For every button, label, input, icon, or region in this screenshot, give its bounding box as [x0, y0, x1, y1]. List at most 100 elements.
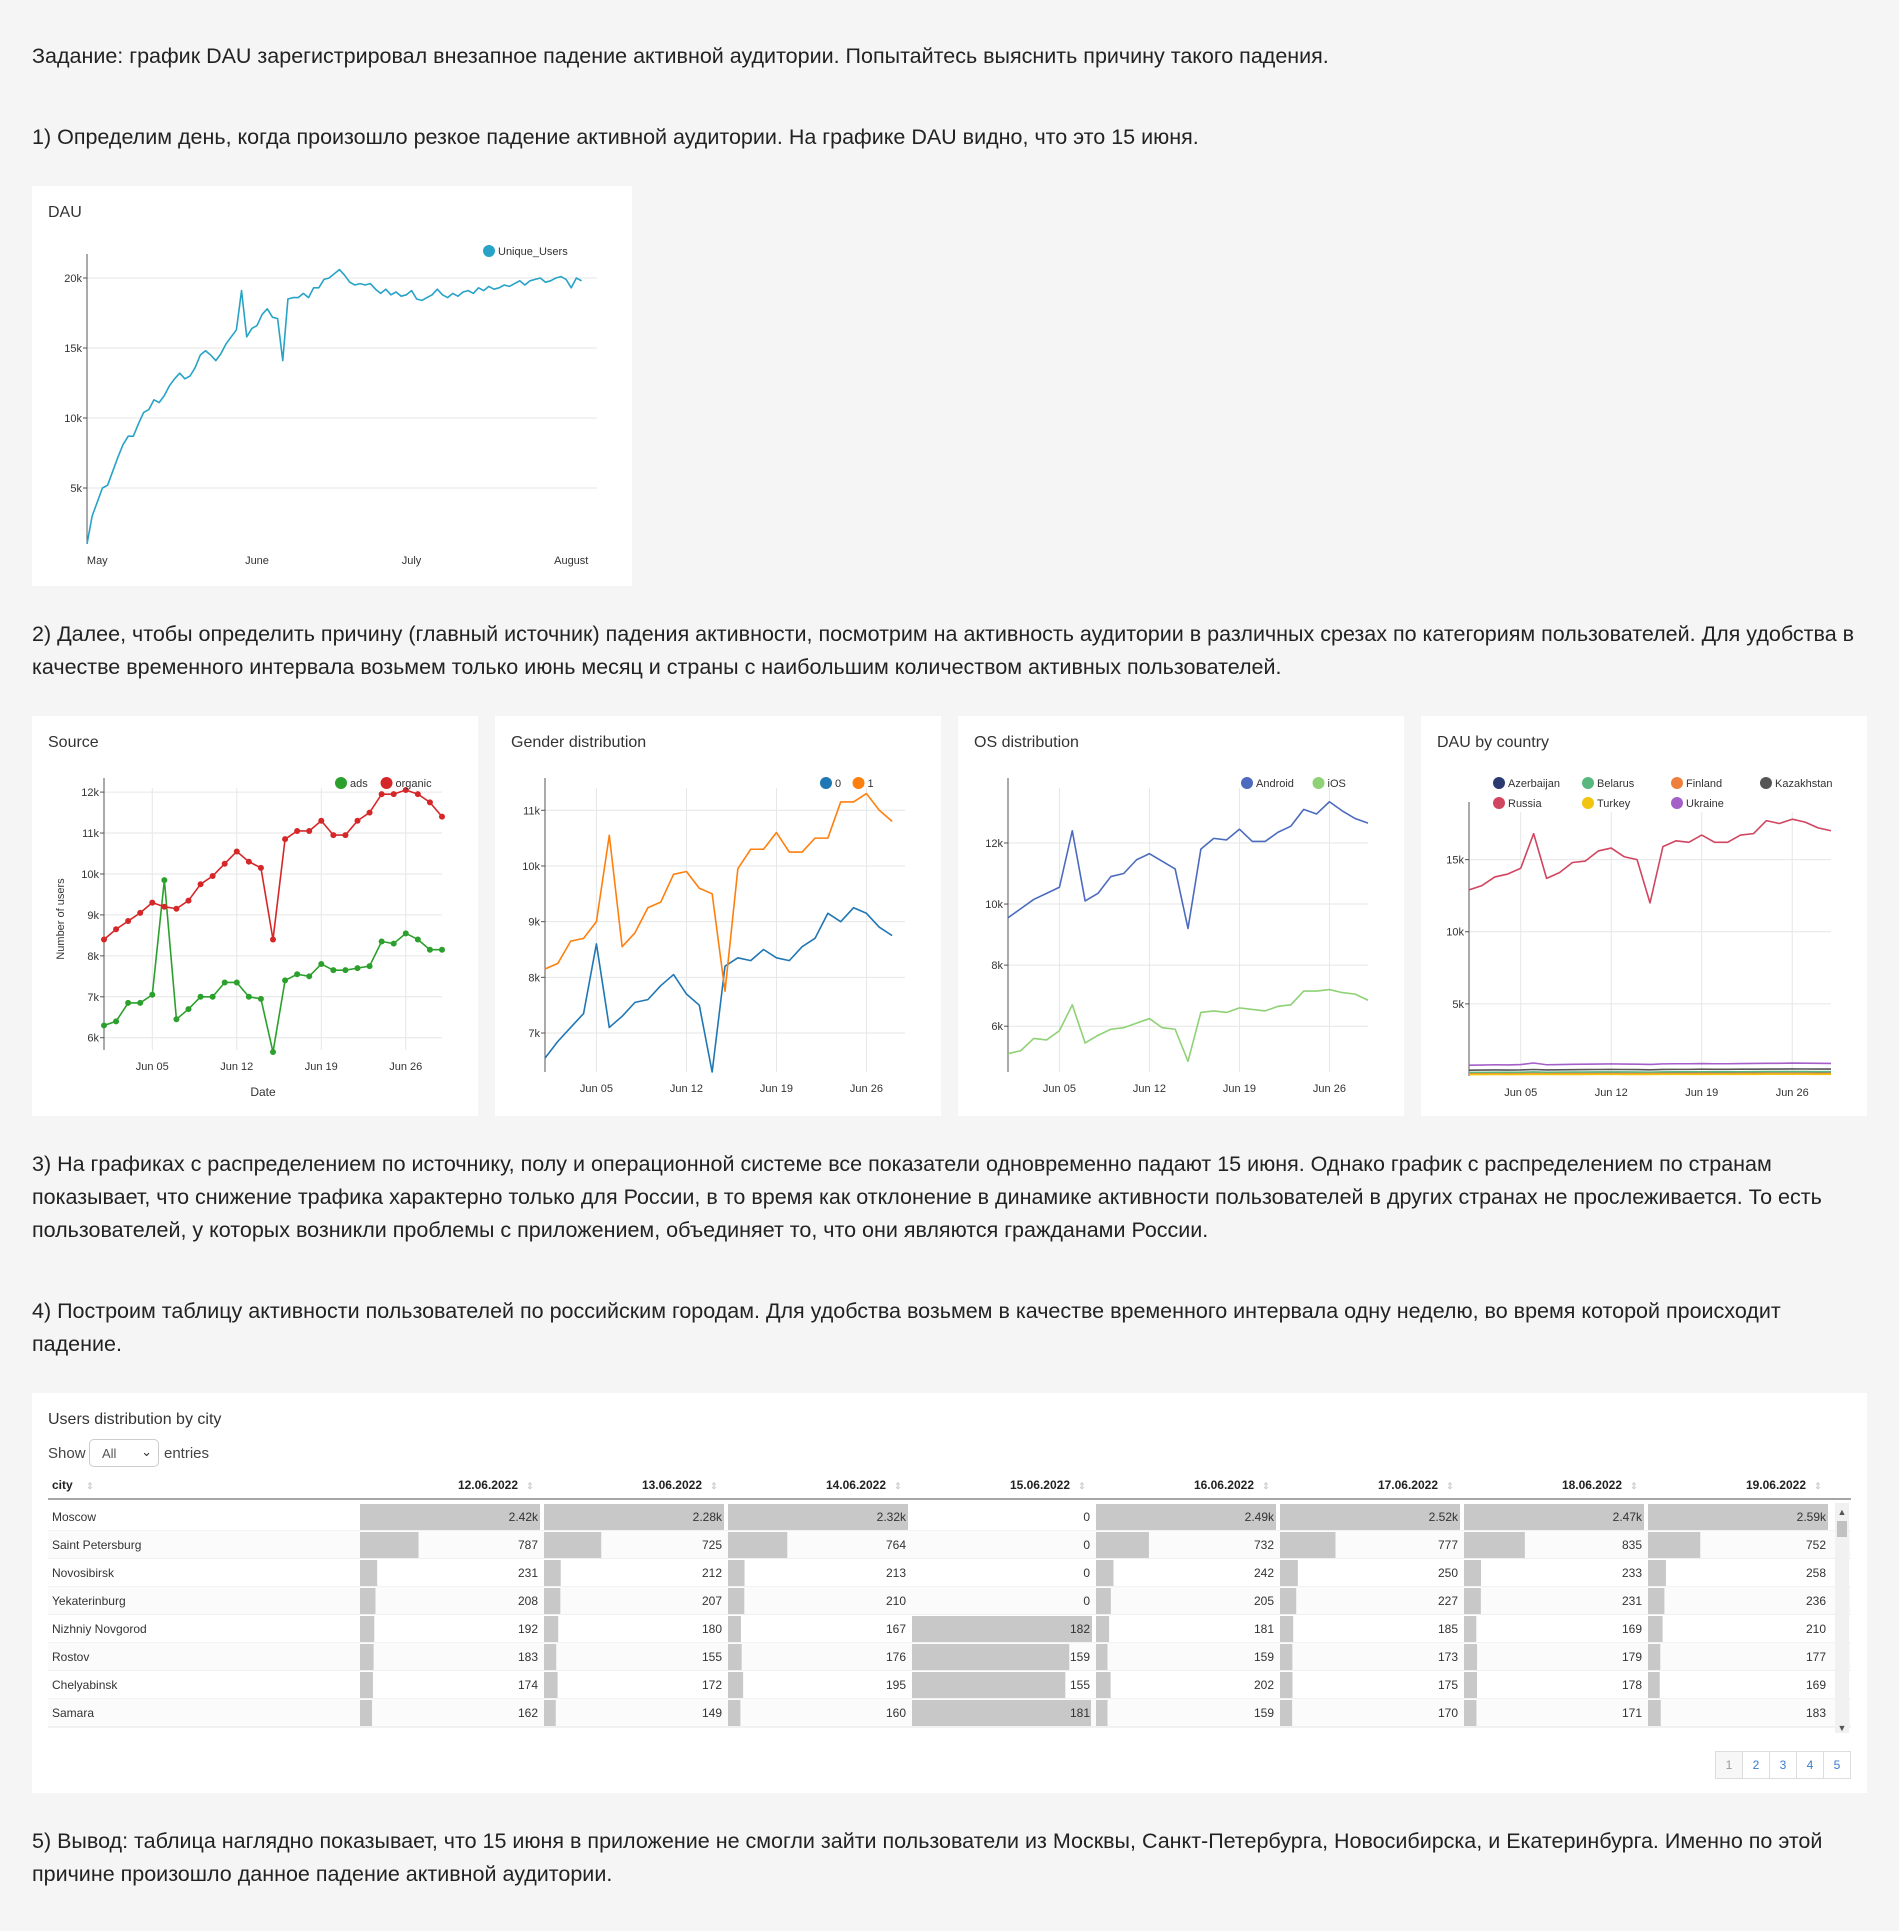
- scrollbar-thumb[interactable]: [1837, 1521, 1847, 1537]
- legend-item[interactable]: Russia: [1493, 797, 1543, 810]
- os-chart-card: OS distribution 6k 8k 10k 12k Jun 05 Jun 12 Ju…: [958, 716, 1404, 1116]
- data-point: [185, 897, 192, 904]
- legend-item[interactable]: Turkey: [1582, 797, 1631, 810]
- data-point: [366, 809, 373, 816]
- cell-bar: [360, 1560, 378, 1586]
- page-button-5[interactable]: 5: [1823, 1751, 1851, 1779]
- data-point: [318, 961, 325, 968]
- column-header[interactable]: 16.06.2022: [1194, 1478, 1254, 1492]
- scroll-down-icon[interactable]: ▼: [1838, 1723, 1847, 1733]
- cell-bar: [1648, 1588, 1665, 1614]
- legend-item[interactable]: Android: [1241, 777, 1294, 790]
- cell-bar: [912, 1616, 1092, 1642]
- y-axis-label: Number of users: [55, 878, 67, 960]
- cell-bar: [1648, 1616, 1663, 1642]
- entries-select[interactable]: All ⌄: [89, 1439, 159, 1467]
- legend-item[interactable]: ads: [335, 777, 368, 790]
- legend-item[interactable]: Ukraine: [1671, 797, 1724, 810]
- y-tick-label: 20k: [64, 273, 82, 285]
- sort-icon[interactable]: ⇕: [1262, 1481, 1270, 1491]
- legend-label: ads: [350, 778, 368, 790]
- cell-bar: [360, 1532, 419, 1558]
- legend-item[interactable]: Unique_Users: [483, 245, 568, 258]
- cell-bar: [544, 1560, 561, 1586]
- scrollbar-track[interactable]: [1835, 1503, 1849, 1733]
- cell-bar: [728, 1672, 744, 1698]
- column-header[interactable]: 18.06.2022: [1562, 1478, 1622, 1492]
- cell-bar: [544, 1532, 602, 1558]
- step-2-paragraph: 2) Далее, чтобы определить причину (глав…: [32, 622, 1855, 679]
- data-point: [402, 787, 409, 794]
- sort-icon[interactable]: ⇕: [710, 1481, 718, 1491]
- column-header[interactable]: city: [52, 1478, 73, 1492]
- cell-bar: [1464, 1672, 1477, 1698]
- cell-bar: [728, 1560, 745, 1586]
- legend-item[interactable]: Kazakhstan: [1760, 777, 1832, 790]
- column-header[interactable]: 13.06.2022: [642, 1478, 702, 1492]
- data-point: [209, 873, 216, 880]
- value-cell: 0: [1083, 1594, 1090, 1608]
- page-button-1[interactable]: 1: [1715, 1751, 1743, 1779]
- column-header[interactable]: 19.06.2022: [1746, 1478, 1806, 1492]
- data-point: [185, 1006, 192, 1013]
- cell-bar: [912, 1644, 1070, 1670]
- sort-icon[interactable]: ⇕: [1630, 1481, 1638, 1491]
- sort-icon[interactable]: ⇕: [1814, 1481, 1822, 1491]
- column-header[interactable]: 15.06.2022: [1010, 1478, 1070, 1492]
- sort-icon[interactable]: ⇕: [1446, 1481, 1454, 1491]
- legend-label: iOS: [1328, 778, 1346, 790]
- page-button-2[interactable]: 2: [1742, 1751, 1770, 1779]
- legend-item[interactable]: iOS: [1312, 777, 1346, 790]
- chevron-down-icon: ⌄: [141, 1444, 152, 1459]
- cell-bar: [1096, 1672, 1111, 1698]
- cell-bar: [728, 1644, 742, 1670]
- data-point: [402, 930, 409, 937]
- scroll-up-icon[interactable]: ▲: [1838, 1507, 1847, 1517]
- cell-bar: [728, 1532, 788, 1558]
- page-button-3[interactable]: 3: [1769, 1751, 1797, 1779]
- cell-bar: [1648, 1560, 1666, 1586]
- city-table-title: Users distribution by city: [48, 1411, 222, 1428]
- value-cell: 178: [1622, 1678, 1642, 1692]
- legend-item[interactable]: Belarus: [1582, 777, 1635, 790]
- legend-item[interactable]: Finland: [1671, 777, 1722, 790]
- legend-item[interactable]: organic: [380, 777, 433, 790]
- data-point: [439, 813, 445, 820]
- entries-select-value: All: [102, 1446, 117, 1461]
- cell-bar: [360, 1588, 376, 1614]
- cell-bar: [1096, 1616, 1110, 1642]
- city-cell: Nizhniy Novgorod: [52, 1622, 147, 1636]
- data-point: [270, 1049, 276, 1056]
- y-tick-label: 7k: [87, 992, 99, 1004]
- column-header[interactable]: 12.06.2022: [458, 1478, 518, 1492]
- sort-icon[interactable]: ⇕: [86, 1481, 94, 1491]
- city-cell: Novosibirsk: [52, 1566, 115, 1580]
- legend-label: Russia: [1508, 798, 1543, 810]
- legend-swatch: [1671, 777, 1683, 789]
- cell-bar: [544, 1644, 557, 1670]
- sort-icon[interactable]: ⇕: [894, 1481, 902, 1491]
- legend-item[interactable]: 1: [852, 777, 874, 790]
- country-chart-card: DAU by country 5k 10k 15k Jun 05 Jun 12 Jun 1…: [1421, 716, 1867, 1116]
- legend-swatch: [820, 777, 832, 789]
- legend-item[interactable]: 0: [820, 777, 841, 790]
- data-point: [390, 940, 397, 947]
- data-point: [161, 903, 168, 910]
- cell-bar: [360, 1700, 373, 1726]
- column-header[interactable]: 17.06.2022: [1378, 1478, 1438, 1492]
- cell-bar: [728, 1700, 741, 1726]
- cell-bar: [1096, 1504, 1276, 1530]
- legend-item[interactable]: Azerbaijan: [1493, 777, 1560, 790]
- value-cell: 182: [1070, 1622, 1090, 1636]
- value-cell: 177: [1806, 1650, 1826, 1664]
- column-header[interactable]: 14.06.2022: [826, 1478, 886, 1492]
- sort-icon[interactable]: ⇕: [1078, 1481, 1086, 1491]
- cell-bar: [728, 1588, 745, 1614]
- sort-icon[interactable]: ⇕: [526, 1481, 534, 1491]
- value-cell: 777: [1438, 1538, 1458, 1552]
- data-point: [101, 936, 107, 943]
- page-button-4[interactable]: 4: [1796, 1751, 1824, 1779]
- value-cell: 170: [1438, 1706, 1458, 1720]
- cell-bar: [728, 1504, 908, 1530]
